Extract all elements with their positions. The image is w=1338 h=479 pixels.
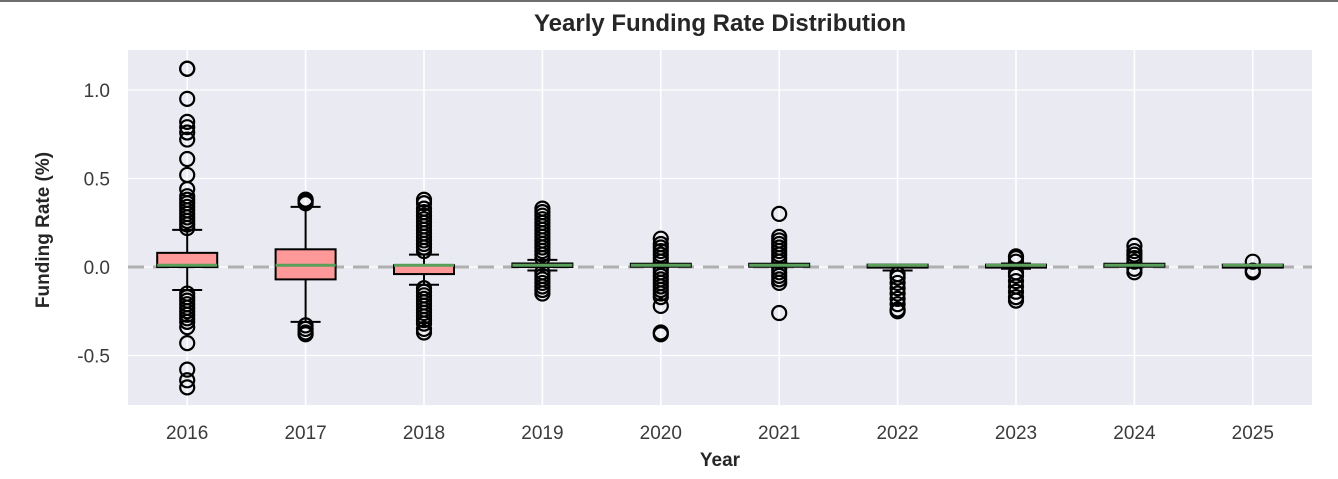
box-plots <box>156 60 1284 396</box>
y-tick-label: 0.5 <box>84 170 110 191</box>
x-tick-label: 2017 <box>284 423 326 444</box>
outlier-point <box>652 326 669 343</box>
outlier-point <box>1007 248 1025 265</box>
box <box>156 251 219 268</box>
outlier-point <box>652 297 669 315</box>
outlier-point <box>179 150 196 168</box>
outlier-point <box>652 288 669 306</box>
outlier-point <box>179 124 196 141</box>
x-tick-label: 2025 <box>1232 423 1274 444</box>
outlier-point <box>889 285 906 302</box>
y-tick-label: 1.0 <box>84 81 110 102</box>
box-plot-2021 <box>748 205 811 322</box>
outlier-point <box>1007 267 1025 284</box>
y-axis-label: Funding Rate (%) <box>33 151 54 309</box>
box-plot-2020 <box>629 230 692 343</box>
outlier-point <box>297 191 314 208</box>
outlier-point <box>1244 253 1261 270</box>
x-tick-label: 2024 <box>1113 423 1156 444</box>
outlier-point <box>179 319 196 336</box>
outlier-point <box>179 119 196 136</box>
box-plot-2023 <box>985 248 1047 309</box>
box-plot-2017 <box>274 191 337 343</box>
outlier-point <box>179 113 196 130</box>
outlier-point <box>771 274 788 292</box>
outlier-point <box>297 326 314 343</box>
y-tick-label: 0.0 <box>84 258 110 279</box>
outlier-point <box>534 200 551 217</box>
box-plot-2019 <box>511 200 574 302</box>
x-tick-label: 2018 <box>403 423 445 444</box>
outlier-point <box>179 60 196 77</box>
outlier-point <box>179 372 196 389</box>
outlier-point <box>889 303 906 320</box>
box-plot-2016 <box>156 60 219 396</box>
outlier-point <box>889 269 906 286</box>
outlier-point <box>179 361 196 378</box>
outlier-point <box>415 191 433 208</box>
x-tick-label: 2022 <box>876 423 918 444</box>
outlier-point <box>179 379 196 396</box>
x-tick-label: 2020 <box>640 423 682 444</box>
outlier-point <box>415 315 433 332</box>
chart-title: Yearly Funding Rate Distribution <box>533 10 907 37</box>
outlier-point <box>179 219 196 237</box>
outlier-point <box>889 274 906 292</box>
x-tick-label: 2016 <box>166 423 208 444</box>
outlier-point <box>1007 273 1025 290</box>
y-tick-label: -0.5 <box>77 347 110 368</box>
x-tick-label: 2021 <box>758 423 800 444</box>
plot-area <box>128 50 1312 405</box>
outlier-point <box>771 304 788 322</box>
outlier-point <box>179 131 196 148</box>
box-plot-2018 <box>393 191 455 341</box>
outlier-point <box>889 296 906 313</box>
outlier-point <box>771 205 788 222</box>
x-tick-label: 2023 <box>995 423 1037 444</box>
outlier-point <box>415 200 433 217</box>
box-plot-2025 <box>1221 253 1284 281</box>
y-axis-ticks: -0.5 0.0 0.5 1.0 <box>77 81 110 368</box>
x-axis-label: Year <box>699 450 741 471</box>
x-tick-label: 2019 <box>521 423 563 444</box>
outlier-point <box>1126 242 1143 260</box>
outlier-point <box>771 228 788 246</box>
outlier-point <box>652 235 669 253</box>
outlier-point <box>1126 237 1143 254</box>
outlier-point <box>889 290 906 307</box>
box-plot-2024 <box>1103 237 1166 281</box>
outlier-point <box>889 280 906 297</box>
window-top-border <box>0 0 1338 2</box>
outlier-point <box>415 324 433 341</box>
outlier-point <box>179 90 196 107</box>
outlier-point <box>534 285 551 302</box>
outlier-point <box>179 335 196 352</box>
x-axis-ticks: 2016 2017 2018 2019 2020 2021 2022 2023 2024 2025 <box>166 423 1274 444</box>
box-plot-2022 <box>866 263 929 320</box>
outlier-point <box>1007 283 1025 300</box>
outlier-point <box>179 313 196 330</box>
outlier-point <box>1007 292 1025 309</box>
outlier-point <box>652 230 669 247</box>
